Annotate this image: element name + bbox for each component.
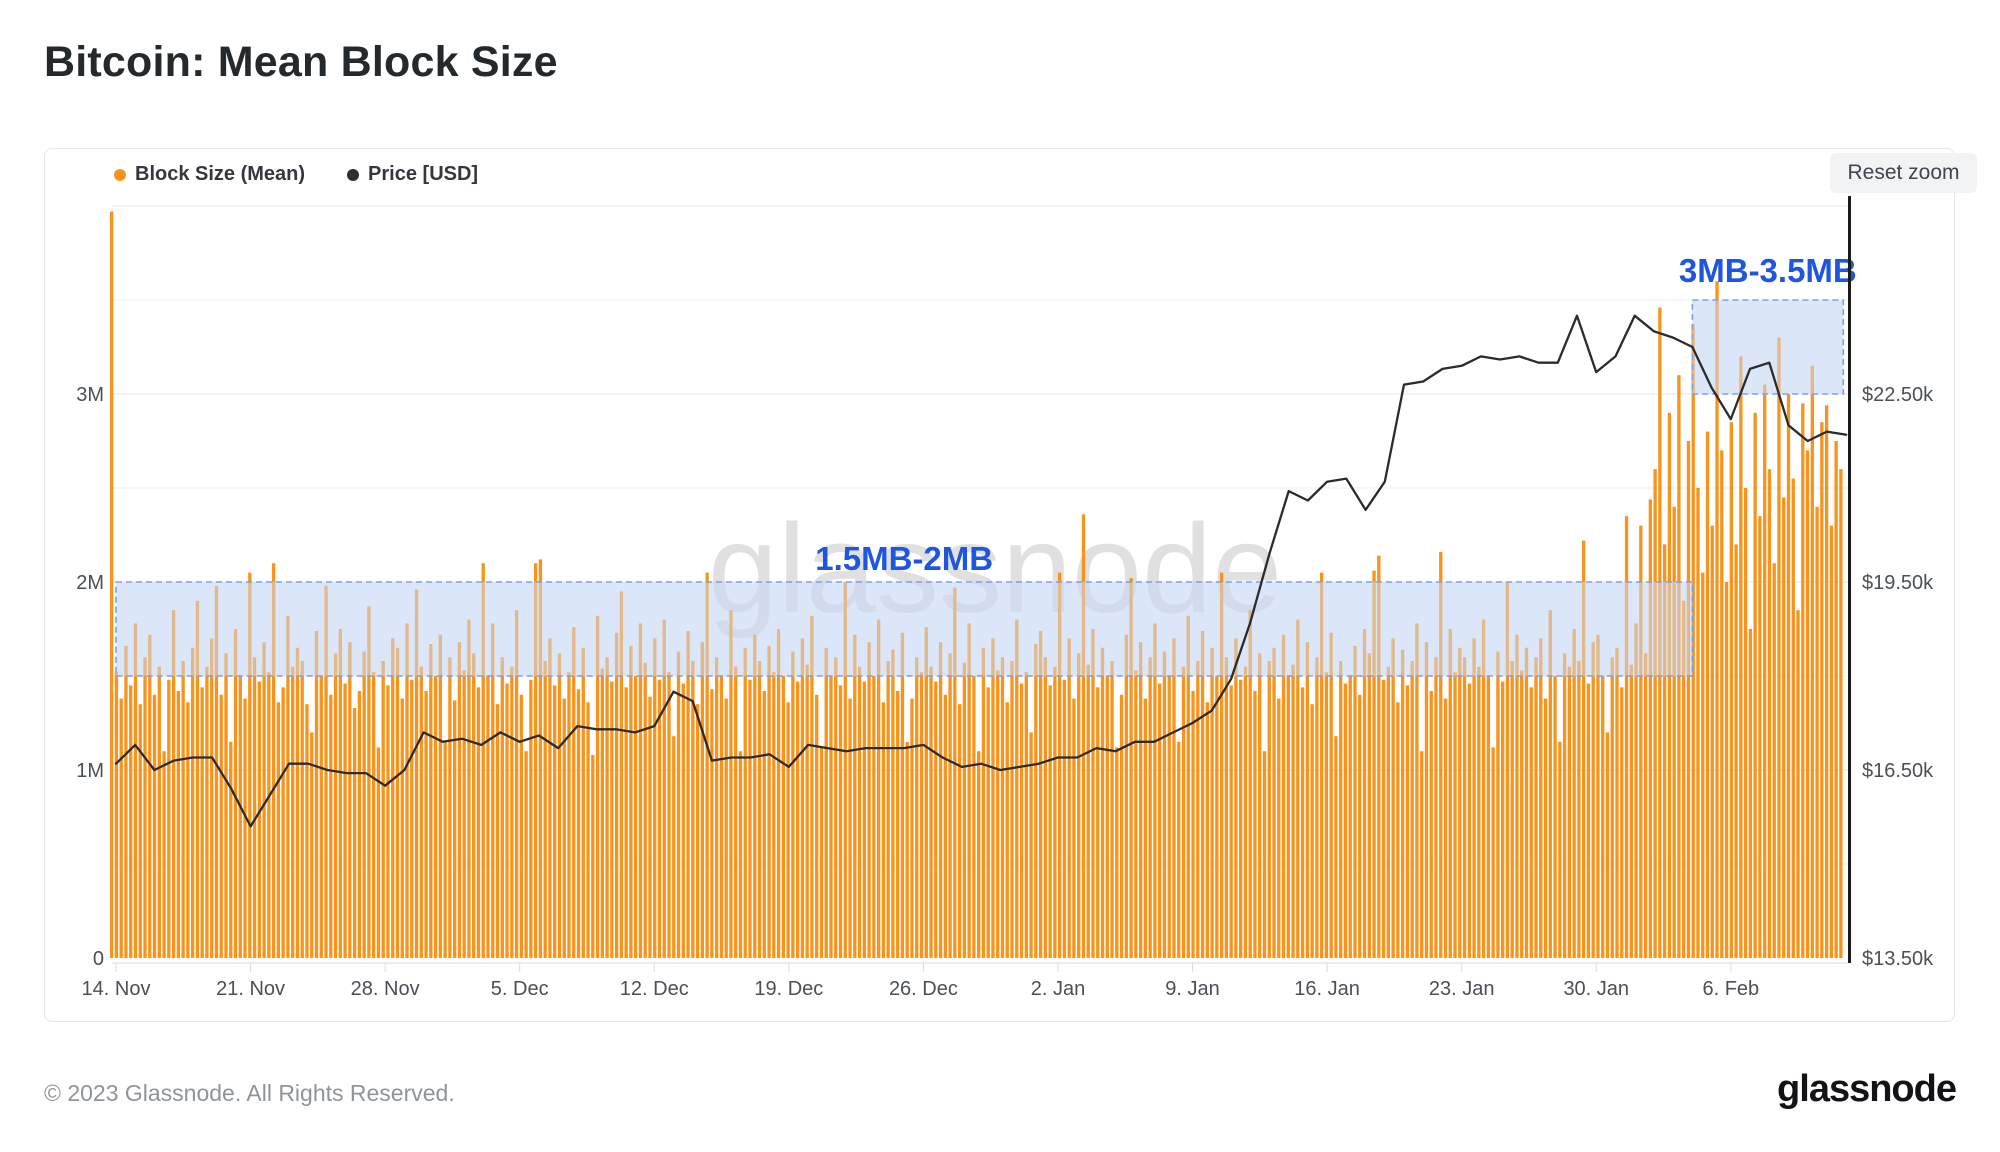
- chart-legend: Block Size (Mean) Price [USD]: [114, 163, 478, 186]
- legend-swatch-orange-icon: [114, 168, 126, 181]
- annotation-band-overlay-1: [1692, 300, 1844, 394]
- block-size-bars: [110, 211, 1843, 959]
- annotation-band-border-0: [115, 581, 1694, 677]
- x-tick-label: 12. Dec: [620, 978, 689, 1000]
- x-tick-label: 23. Jan: [1429, 978, 1495, 1000]
- x-tick-label: 21. Nov: [216, 978, 285, 1000]
- y-right-tick-label: $19.50k: [1862, 572, 1934, 594]
- x-tick-label: 2. Jan: [1031, 978, 1085, 1000]
- legend-item-price[interactable]: Price [USD]: [347, 163, 478, 186]
- glassnode-logo: glassnode: [1777, 1068, 1957, 1110]
- y-right-tick-label: $16.50k: [1862, 760, 1934, 782]
- legend-label-block-size: Block Size (Mean): [135, 163, 306, 185]
- y-left-tick-label: 0: [93, 948, 104, 970]
- x-tick-label: 14. Nov: [82, 978, 151, 1000]
- y-left-tick-label: 1M: [76, 760, 104, 782]
- footer-copyright: © 2023 Glassnode. All Rights Reserved.: [44, 1080, 455, 1106]
- annotation-label-0: 1.5MB-2MB: [815, 540, 993, 577]
- x-tick-label: 5. Dec: [491, 978, 549, 1000]
- annotation-band-overlay-0: [116, 582, 1693, 676]
- x-tick-label: 9. Jan: [1165, 978, 1219, 1000]
- x-tick-label: 26. Dec: [889, 978, 958, 1000]
- x-tick-label: 30. Jan: [1563, 978, 1629, 1000]
- y-left-tick-label: 3M: [76, 384, 104, 406]
- x-tick-label: 28. Nov: [351, 978, 420, 1000]
- legend-swatch-black-icon: [347, 168, 360, 181]
- price-line: [114, 314, 1848, 828]
- x-tick-label: 16. Jan: [1294, 978, 1360, 1000]
- x-tick-label: 6. Feb: [1702, 978, 1759, 1000]
- x-tick-label: 19. Dec: [754, 978, 823, 1000]
- annotation-label-1: 3MB-3.5MB: [1679, 252, 1857, 289]
- y-left-tick-label: 2M: [76, 572, 104, 594]
- y-right-tick-label: $13.50k: [1862, 948, 1934, 970]
- reset-zoom-button[interactable]: Reset zoom: [1830, 153, 1977, 193]
- legend-item-block-size[interactable]: Block Size (Mean): [114, 163, 305, 186]
- y-right-tick-label: $22.50k: [1862, 384, 1934, 406]
- legend-label-price: Price [USD]: [368, 163, 479, 185]
- page-title: Bitcoin: Mean Block Size: [44, 38, 558, 86]
